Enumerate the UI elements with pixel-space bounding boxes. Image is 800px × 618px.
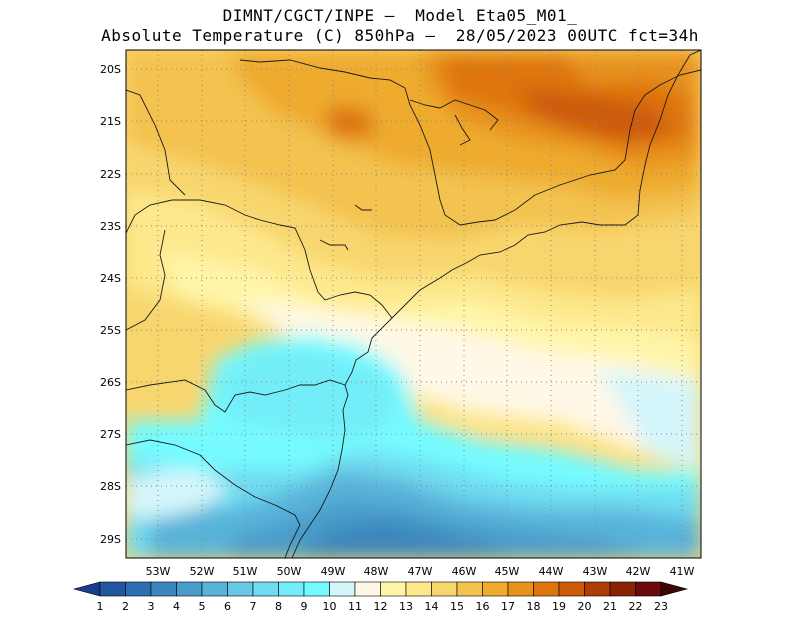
- lat-label: 24S: [100, 272, 121, 285]
- lat-label: 23S: [100, 220, 121, 233]
- lake-outline: [319, 239, 349, 251]
- lat-label: 29S: [100, 533, 121, 546]
- temperature-field: [126, 50, 701, 558]
- map-frame: [125, 49, 702, 559]
- colorbar-swatch: [303, 581, 330, 597]
- colorbar-swatch: [99, 581, 126, 597]
- colorbar-swatch: [533, 581, 560, 597]
- colorbar-label: 13: [399, 600, 413, 613]
- colorbar-label: 10: [323, 600, 337, 613]
- colorbar-label: 23: [654, 600, 668, 613]
- colorbar-swatch: [456, 581, 483, 597]
- colorbar-label: 17: [501, 600, 515, 613]
- coastline: [291, 50, 701, 558]
- lon-label: 53W: [146, 565, 171, 578]
- colorbar-swatch: [507, 581, 534, 597]
- colorbar-label: 7: [250, 600, 257, 613]
- colorbar-label: 18: [527, 600, 541, 613]
- coastline-borders: [126, 50, 701, 558]
- colorbar-swatch: [329, 581, 356, 597]
- colorbar-label: 1: [97, 600, 104, 613]
- colorbar-swatch: [431, 581, 458, 597]
- lat-label: 25S: [100, 324, 121, 337]
- reservoir-lines: [409, 99, 499, 131]
- lat-label: 28S: [100, 480, 121, 493]
- colorbar-swatch: [584, 581, 611, 597]
- sc-border: [126, 379, 346, 413]
- lat-label: 27S: [100, 428, 121, 441]
- lat-label: 20S: [100, 63, 121, 76]
- colorbar-label: 11: [348, 600, 362, 613]
- colorbar-swatch: [278, 581, 305, 597]
- colorbar-label: 21: [603, 600, 617, 613]
- west-border: [126, 229, 166, 331]
- lat-label: 26S: [100, 376, 121, 389]
- colorbar-label: 2: [122, 600, 129, 613]
- colorbar-label: 14: [425, 600, 439, 613]
- lon-label: 43W: [583, 565, 608, 578]
- colorbar-label: 12: [374, 600, 388, 613]
- colorbar-swatch: [354, 581, 381, 597]
- colorbar-label: 4: [173, 600, 180, 613]
- colorbar-label: 22: [629, 600, 643, 613]
- colorbar-label: 16: [476, 600, 490, 613]
- colorbar-swatch: [482, 581, 509, 597]
- colorbar-label: 9: [301, 600, 308, 613]
- colorbar-label: 19: [552, 600, 566, 613]
- colorbar-label: 15: [450, 600, 464, 613]
- latitude-labels: 20S 21S 22S 23S 24S 25S 26S 27S 28S 29S: [100, 63, 121, 546]
- title-line-1: DIMNT/CGCT/INPE – Model Eta05_M01_: [222, 6, 578, 25]
- colorbar-swatch: [150, 581, 177, 597]
- colorbar-swatch: [558, 581, 585, 597]
- mg-border: [239, 59, 701, 226]
- colorbar-swatch: [635, 581, 662, 597]
- lon-label: 42W: [626, 565, 651, 578]
- graticule: [126, 50, 701, 558]
- river-segment: [454, 114, 471, 146]
- longitude-labels: 53W 52W 51W 50W 49W 48W 47W 46W 45W 44W 43W 42W 41W: [146, 565, 695, 578]
- lon-label: 47W: [408, 565, 433, 578]
- parana-border: [126, 199, 393, 319]
- colorbar-swatch: [125, 581, 152, 597]
- colorbar-swatch: [227, 581, 254, 597]
- colorbar-swatch: [405, 581, 432, 597]
- lon-label: 45W: [495, 565, 520, 578]
- title-line-2: Absolute Temperature (C) 850hPa – 28/05/…: [101, 26, 699, 45]
- colorbar-swatch: [380, 581, 407, 597]
- colorbar-label: 5: [199, 600, 206, 613]
- lon-label: 46W: [452, 565, 477, 578]
- lat-label: 21S: [100, 115, 121, 128]
- colorbar: 1 2 3 4 5 6 7 8 9 10 11 12 13 14 15 16 17 18 19 20 21 22 23: [72, 581, 689, 613]
- lat-label: 22S: [100, 168, 121, 181]
- lon-label: 49W: [321, 565, 346, 578]
- colorbar-arrow-low: [72, 581, 101, 597]
- colorbar-arrow-high: [660, 581, 689, 597]
- lon-label: 48W: [364, 565, 389, 578]
- colorbar-swatch: [176, 581, 203, 597]
- colorbar-label: 20: [578, 600, 592, 613]
- colorbar-swatch: [609, 581, 636, 597]
- lon-label: 51W: [233, 565, 258, 578]
- colorbar-swatch: [252, 581, 279, 597]
- colorbar-label: 8: [275, 600, 282, 613]
- lon-label: 50W: [277, 565, 302, 578]
- lon-label: 41W: [670, 565, 695, 578]
- lon-label: 44W: [539, 565, 564, 578]
- colorbar-swatch: [201, 581, 228, 597]
- ms-border: [126, 89, 186, 196]
- rs-border: [126, 439, 301, 558]
- colorbar-label: 3: [148, 600, 155, 613]
- lake-outline-2: [354, 204, 372, 211]
- colorbar-label: 6: [224, 600, 231, 613]
- lon-label: 52W: [190, 565, 215, 578]
